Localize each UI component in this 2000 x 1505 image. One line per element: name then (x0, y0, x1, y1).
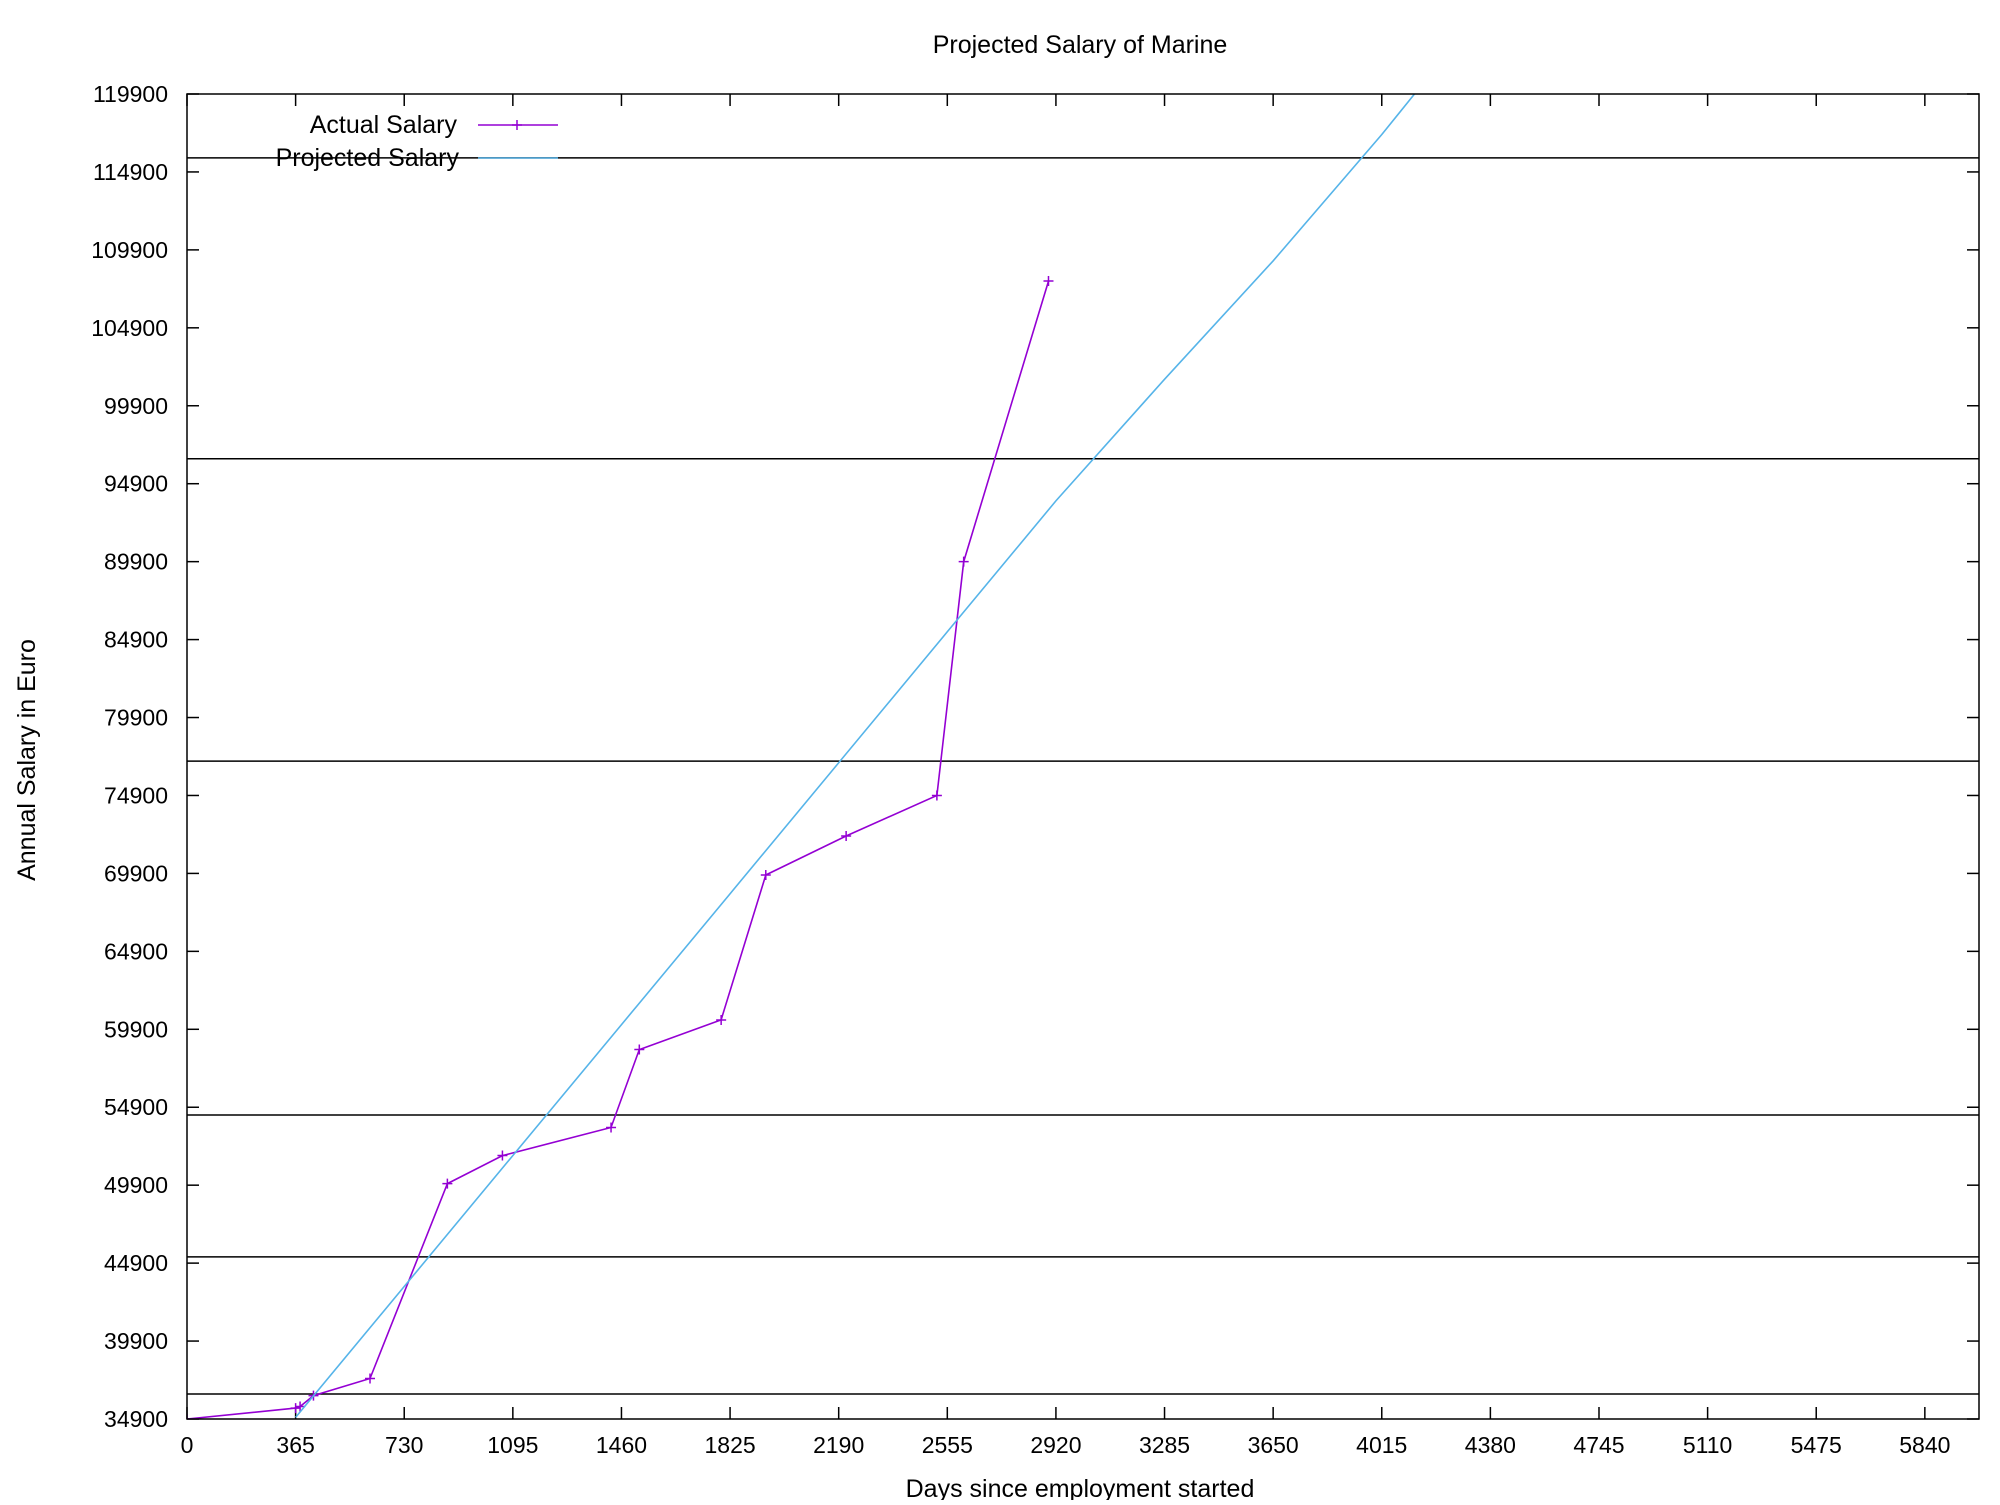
legend: Actual Salary Projected Salary (276, 111, 558, 172)
x-tick-label: 5475 (1791, 1432, 1842, 1458)
x-tick-label: 4380 (1465, 1432, 1516, 1458)
data-point (634, 1044, 645, 1055)
x-tick-label: 2920 (1030, 1432, 1081, 1458)
series-actual-salary (187, 276, 1054, 1419)
data-point (760, 869, 771, 880)
data-point (716, 1014, 727, 1025)
y-tick-label: 39900 (104, 1328, 168, 1354)
y-tick-label: 109900 (91, 237, 168, 263)
data-point (1043, 276, 1054, 287)
x-tick-label: 5110 (1683, 1432, 1732, 1458)
y-tick-label: 104900 (91, 315, 168, 341)
x-tick-label: 730 (385, 1432, 423, 1458)
x-tick-label: 2555 (922, 1432, 973, 1458)
y-axis-title: Annual Salary in Euro (13, 639, 41, 881)
x-tick-label: 1825 (704, 1432, 755, 1458)
x-tick-label: 3285 (1139, 1432, 1190, 1458)
data-point (295, 1401, 306, 1412)
y-tick-label: 99900 (104, 393, 168, 419)
x-tick-label: 1460 (596, 1432, 647, 1458)
x-tick-label: 365 (276, 1432, 314, 1458)
legend-marker-actual-salary (512, 120, 522, 130)
y-tick-label: 89900 (104, 549, 168, 575)
y-tick-label: 84900 (104, 627, 168, 653)
data-point (442, 1178, 453, 1189)
x-tick-label: 5840 (1899, 1432, 1950, 1458)
y-tick-label: 44900 (104, 1250, 168, 1276)
y-tick-label: 54900 (104, 1094, 168, 1120)
x-tick-label: 3650 (1248, 1432, 1299, 1458)
y-tick-label: 59900 (104, 1016, 168, 1042)
y-tick-label: 119900 (93, 81, 168, 107)
chart-title: Projected Salary of Marine (933, 31, 1228, 59)
plot-frame (186, 93, 1980, 1420)
x-tick-label: 4015 (1356, 1432, 1407, 1458)
y-tick-label: 79900 (104, 705, 168, 731)
y-axis: 34900 39900 44900 49900 54900 59900 64900 69900… (91, 81, 1979, 1432)
y-tick-label: 94900 (104, 471, 168, 497)
data-point (290, 1403, 301, 1414)
data-point (365, 1373, 376, 1384)
data-point (497, 1150, 508, 1161)
data-point (931, 790, 942, 801)
y-tick-label: 64900 (104, 938, 168, 964)
series-projected-salary (294, 94, 1416, 1418)
x-tick-label: 4745 (1573, 1432, 1624, 1458)
x-tick-label: 1095 (487, 1432, 538, 1458)
data-point (606, 1122, 617, 1133)
x-axis: 0 365 730 1095 1460 1825 2190 2555 2920 3285 3650 4… (181, 94, 1950, 1458)
x-axis-title: Days since employment started (906, 1475, 1255, 1500)
y-tick-label: 49900 (104, 1172, 168, 1198)
y-tick-label: 69900 (104, 860, 168, 886)
x-tick-label: 0 (181, 1432, 194, 1458)
data-point (841, 831, 852, 841)
data-point (958, 556, 969, 567)
series-line-projected-salary (294, 94, 1416, 1418)
series-layer (187, 94, 1416, 1419)
x-tick-label: 2190 (813, 1432, 864, 1458)
y-tick-label: 114900 (93, 159, 168, 185)
legend-label-projected-salary: Projected Salary (276, 144, 460, 172)
y-tick-label: 34900 (104, 1406, 168, 1432)
y-tick-label: 74900 (104, 782, 168, 808)
legend-label-actual-salary: Actual Salary (310, 111, 458, 139)
